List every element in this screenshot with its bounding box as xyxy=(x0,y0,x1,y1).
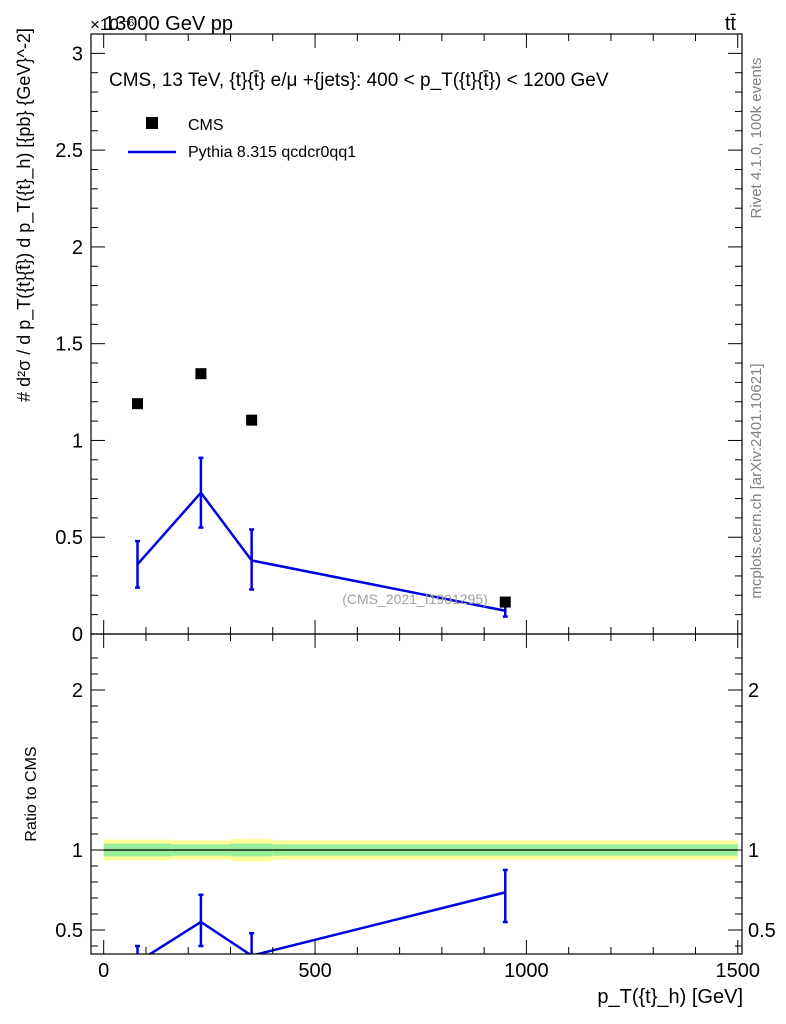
x-tick-label: 0 xyxy=(98,960,109,982)
main-y-tick-label: 0.5 xyxy=(55,527,83,549)
legend-mc-label: Pythia 8.315 qcdcr0qq1 xyxy=(188,144,356,161)
ratio-y-axis: 0.5 0.5 1 1 2 2 xyxy=(55,657,776,947)
cms-data-point xyxy=(246,414,258,426)
legend-cms-marker xyxy=(146,117,158,129)
ratio-mc-line xyxy=(147,891,506,954)
ratio-y-tick-label-right: 0.5 xyxy=(748,920,776,942)
cms-data-point xyxy=(499,596,511,608)
main-y-axis-title: # d²σ / d p_T({t}{t̄}) d p_T({t}_h) [{pb… xyxy=(14,28,35,402)
source-site-label: mcplots.cern.ch [arXiv:2401.10621] xyxy=(748,363,765,598)
ratio-y-tick-label-left: 0.5 xyxy=(55,920,83,942)
x-tick-label: 500 xyxy=(298,960,331,982)
main-y-tick-label: 3 xyxy=(72,43,83,65)
y-exponent-label: ×10⁻⁶ xyxy=(90,15,135,34)
main-series xyxy=(132,368,511,618)
x-axis: 0 500 1000 1500 xyxy=(98,34,760,982)
ratio-series xyxy=(135,868,508,954)
legend: CMS Pythia 8.315 qcdcr0qq1 xyxy=(128,117,356,161)
main-y-tick-label: 1 xyxy=(72,430,83,452)
ratio-y-tick-label-left: 1 xyxy=(72,840,83,862)
ratio-y-tick-label-left: 2 xyxy=(72,680,83,702)
analysis-watermark: (CMS_2021_I1901295) xyxy=(342,591,488,607)
main-y-tick-label: 0 xyxy=(72,624,83,646)
x-tick-label: 1500 xyxy=(716,960,761,982)
energy-label: 13000 GeV pp xyxy=(104,13,233,35)
ratio-uncertainty-band xyxy=(103,838,738,862)
rivet-version-label: Rivet 4.1.0, 100k events xyxy=(748,58,765,219)
main-y-tick-label: 2 xyxy=(72,237,83,259)
cms-data-point xyxy=(195,368,207,380)
ratio-y-tick-label-right: 2 xyxy=(748,680,759,702)
ratio-panel-frame xyxy=(90,633,743,955)
main-y-tick-label: 1.5 xyxy=(55,334,83,356)
ratio-mc-group xyxy=(135,868,508,954)
main-mc-line xyxy=(136,490,506,613)
process-label: tt̄ xyxy=(725,13,737,35)
legend-cms-label: CMS xyxy=(188,117,224,134)
chart-title: CMS, 13 TeV, {t}{t̄} e/μ +{jets}: 400 < … xyxy=(109,70,609,91)
cms-data-point xyxy=(132,398,143,410)
main-y-axis: 0 0.5 1 1.5 2 2.5 3 xyxy=(55,43,742,646)
x-axis-title: p_T({t}_h) [GeV] xyxy=(597,986,743,1008)
x-tick-label: 1000 xyxy=(504,960,549,982)
ratio-y-tick-label-right: 1 xyxy=(748,840,759,862)
main-y-tick-label: 2.5 xyxy=(55,140,83,162)
ratio-y-axis-title: Ratio to CMS xyxy=(23,746,40,841)
